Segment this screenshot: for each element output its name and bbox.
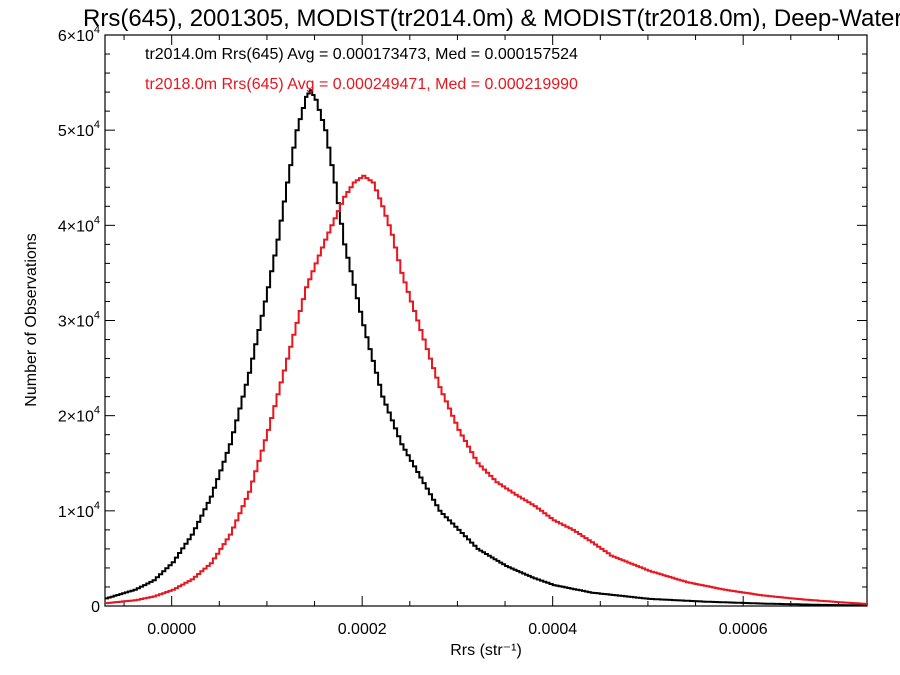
y-tick-exponent: 4 bbox=[94, 405, 100, 417]
y-tick-label: 5×104 bbox=[58, 119, 100, 140]
y-tick-exponent: 4 bbox=[94, 119, 100, 131]
x-tick-label: 0.0002 bbox=[338, 621, 387, 638]
y-tick-label: 4×104 bbox=[58, 214, 100, 235]
y-tick-mantissa: 6×10 bbox=[58, 28, 94, 45]
y-axis-label: Number of Observations bbox=[23, 233, 40, 406]
series-lines bbox=[105, 89, 868, 607]
axis-ticks: 0.0000 0.0002 0.0004 0.000601×1042×1043×104… bbox=[58, 24, 867, 638]
y-tick-mantissa: 5×10 bbox=[58, 123, 94, 140]
x-tick-label: 0.0006 bbox=[719, 621, 768, 638]
chart-title: Rrs(645), 2001305, MODIST(tr2014.0m) & M… bbox=[83, 5, 900, 32]
y-tick-exponent: 4 bbox=[94, 500, 100, 512]
y-tick-label: 3×104 bbox=[58, 310, 100, 331]
y-tick-exponent: 4 bbox=[94, 24, 100, 36]
y-tick-exponent: 4 bbox=[94, 214, 100, 226]
y-tick-label: 2×104 bbox=[58, 405, 100, 426]
legend-entry-1: tr2014.0m Rrs(645) Avg = 0.000173473, Me… bbox=[145, 46, 578, 63]
x-tick-label: 0.0004 bbox=[528, 621, 577, 638]
series-line-1 bbox=[105, 89, 867, 607]
legend-entry-2: tr2018.0m Rrs(645) Avg = 0.000249471, Me… bbox=[145, 76, 578, 93]
y-tick-label: 6×104 bbox=[58, 24, 100, 45]
y-tick-mantissa: 4×10 bbox=[58, 218, 94, 235]
plot-frame bbox=[104, 34, 868, 607]
y-tick-label: 0 bbox=[91, 599, 100, 616]
legend: tr2014.0m Rrs(645) Avg = 0.000173473, Me… bbox=[145, 46, 578, 93]
y-tick-mantissa: 3×10 bbox=[58, 314, 94, 331]
y-tick-mantissa: 0 bbox=[91, 599, 100, 616]
y-tick-mantissa: 1×10 bbox=[58, 504, 94, 521]
y-tick-label: 1×104 bbox=[58, 500, 100, 521]
y-tick-mantissa: 2×10 bbox=[58, 409, 94, 426]
x-tick-label: 0.0000 bbox=[147, 621, 196, 638]
x-axis-label: Rrs (str⁻¹) bbox=[450, 642, 522, 659]
series-line-2 bbox=[105, 174, 868, 605]
y-tick-exponent: 4 bbox=[94, 310, 100, 322]
